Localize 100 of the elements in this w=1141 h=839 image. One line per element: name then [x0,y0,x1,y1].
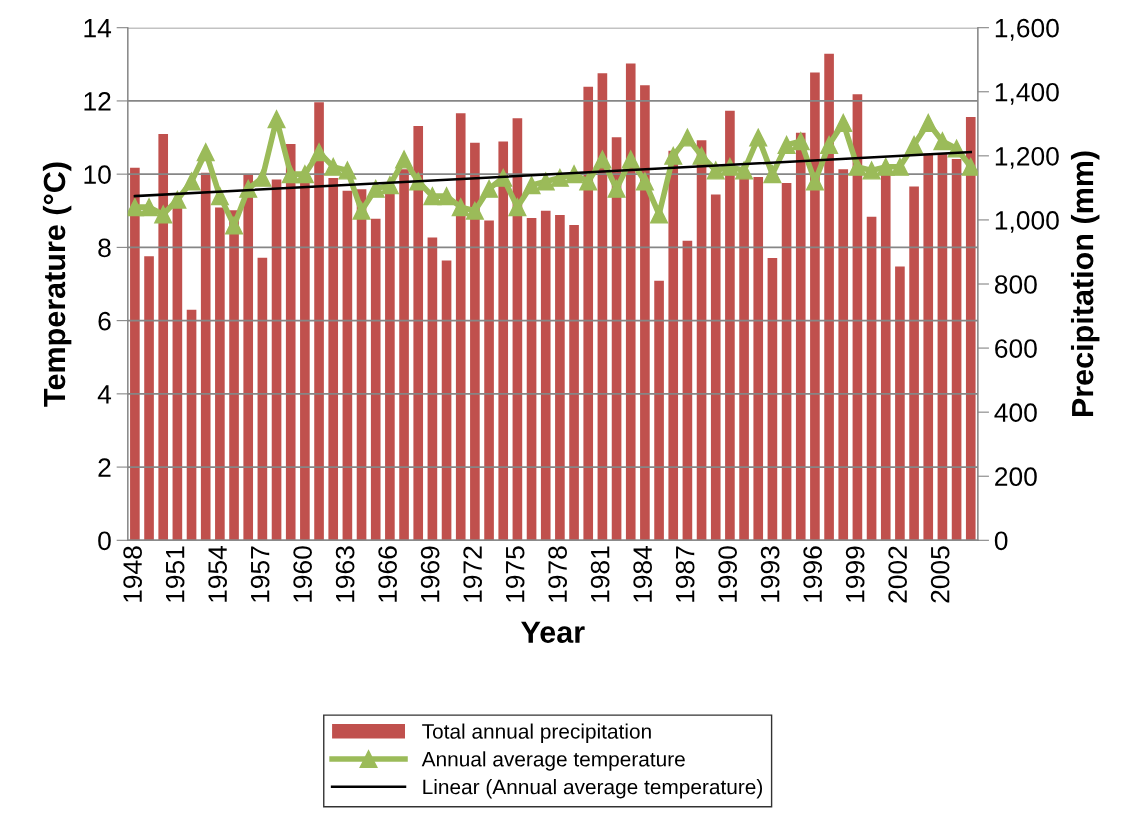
y2-tick-label: 800 [994,275,1037,294]
bar [257,257,268,541]
point [281,165,300,184]
bar [668,150,679,541]
point [140,198,159,217]
y-tick-label: 4 [97,385,112,404]
bar [824,53,834,541]
point [295,165,314,184]
point [423,187,442,206]
y2-tick-label: 600 [995,339,1037,358]
y2-axis-title: Precipitation (mm) [1070,151,1100,417]
y2-tick-label: 400 [994,403,1037,422]
x-axis-title: Year [521,621,585,643]
bar [625,63,636,541]
bar [540,210,551,541]
bar [682,240,693,541]
x-tick-label: 2002 [888,546,907,603]
point [834,113,853,132]
point [890,157,909,176]
bar [130,167,140,541]
x-tick-label: 1984 [633,545,652,602]
point [820,135,839,154]
point [593,150,612,169]
point [210,187,229,206]
point [635,172,654,191]
bar [172,207,183,541]
bar [328,177,339,541]
point [749,128,768,147]
x-tick-label: 1954 [208,545,227,602]
point [366,179,385,198]
y2-tick-label: 0 [994,531,1008,551]
y-tick-label: 2 [98,458,111,477]
bar [526,218,537,541]
x-tick-label: 1966 [378,546,397,602]
point [508,198,527,217]
bar [441,260,452,541]
point [706,161,725,180]
point [451,198,470,217]
y-tick-label: 8 [98,238,111,258]
bar [909,186,919,541]
point [678,128,697,147]
x-tick-label: 1951 [165,546,185,602]
bar [399,169,409,541]
x-tick-label: 1993 [760,546,780,602]
point [324,157,343,176]
legend-label: Total annual precipitation [422,723,651,743]
point [919,113,938,132]
bar [569,225,579,541]
x-tick-label: 1960 [293,546,312,602]
bar [243,174,254,541]
x-tick-label: 1975 [505,546,525,602]
bar [455,113,466,541]
bar [753,176,764,541]
x-tick-label: 1996 [803,546,822,602]
point [961,157,978,176]
bar [300,181,310,541]
y-tick-label: 10 [84,165,111,184]
point [607,179,626,198]
bar [654,280,664,541]
point [763,165,782,184]
x-tick-label: 1987 [675,546,695,602]
bar [200,172,211,541]
y2-tick-label: 1,600 [995,18,1059,41]
x-tick-label: 1990 [718,546,737,602]
x-tick-label: 1978 [548,546,567,602]
x-tick-label: 1948 [123,546,142,602]
point [933,132,952,151]
point [437,187,456,206]
bar [937,153,948,541]
point [352,201,371,220]
bar [370,218,381,541]
bar [583,86,594,541]
legend-label: Linear (Annual average temperature) [423,779,763,799]
x-tick-label: 1981 [590,546,610,602]
bar [229,210,239,541]
point [664,146,683,165]
point [777,135,796,154]
bar [640,85,650,541]
bar [413,126,424,541]
bar [470,142,480,541]
bar [271,179,282,541]
point [848,157,867,176]
point [154,205,173,224]
y-axis-title: Temperature (°C) [42,162,72,407]
bar [725,110,735,541]
x-tick-label: 1999 [845,546,865,602]
y2-tick-label: 1,400 [995,82,1059,105]
bar [767,258,778,541]
point [395,150,414,169]
bar [484,220,494,541]
point [579,172,598,191]
point [565,165,584,184]
bar [285,143,296,541]
y-tick-label: 0 [98,531,111,551]
point [480,179,499,198]
point [338,161,357,180]
point [621,150,640,169]
point [267,110,286,129]
point [791,132,810,151]
bar [810,72,820,541]
